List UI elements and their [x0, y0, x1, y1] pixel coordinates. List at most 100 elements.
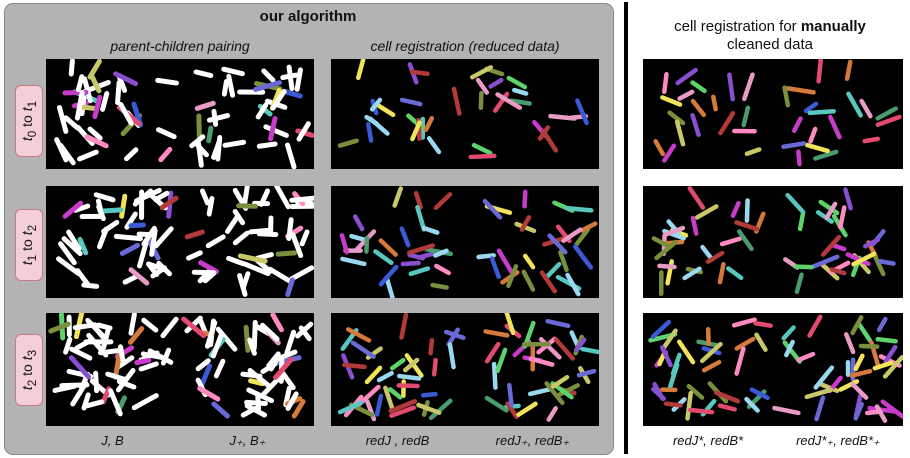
cell-mark — [206, 125, 214, 144]
cell-mark — [846, 91, 863, 118]
cell-mark — [184, 229, 205, 240]
cell-mark — [134, 187, 162, 204]
cell-mark — [580, 346, 599, 355]
microscopy-image-r2-c0 — [46, 313, 314, 426]
cell-mark — [232, 208, 246, 226]
cell-mark — [651, 236, 670, 248]
cell-mark — [423, 116, 435, 132]
cell-mark — [561, 227, 583, 243]
cell-mark — [158, 146, 173, 163]
cell-mark — [718, 110, 736, 136]
cell-mark — [862, 237, 881, 249]
cell-mark — [248, 378, 266, 387]
cell-mark — [253, 80, 282, 92]
cell-mark — [844, 59, 853, 81]
cell-mark — [118, 101, 134, 126]
cell-mark — [226, 73, 236, 98]
cell-mark — [784, 339, 795, 358]
cell-mark — [785, 192, 805, 214]
cell-mark — [248, 227, 273, 235]
cell-mark — [690, 80, 707, 94]
cell-mark — [377, 103, 396, 118]
cell-mark — [543, 262, 562, 280]
cell-mark — [700, 341, 723, 364]
cell-mark — [829, 242, 847, 252]
cell-mark — [719, 236, 742, 247]
cell-mark — [416, 251, 436, 260]
cell-mark — [415, 205, 427, 232]
cell-mark — [194, 100, 216, 111]
cell-mark — [241, 186, 250, 208]
cell-mark — [72, 322, 98, 331]
cell-mark — [737, 229, 754, 252]
cell-mark — [131, 393, 159, 411]
cell-mark — [853, 353, 865, 372]
cell-mark — [653, 139, 666, 157]
caption-j-b: J, B — [101, 433, 124, 448]
cell-mark — [258, 188, 271, 207]
cell-mark — [484, 395, 509, 413]
cell-mark — [574, 337, 587, 353]
cell-mark — [491, 361, 498, 390]
cell-mark — [100, 91, 110, 112]
cell-mark — [55, 256, 81, 276]
cell-mark — [506, 264, 519, 289]
cell-mark — [421, 225, 440, 235]
cell-mark — [426, 136, 442, 155]
cell-mark — [81, 392, 91, 411]
cell-mark — [544, 381, 565, 406]
cell-mark — [431, 357, 438, 377]
cell-mark — [240, 406, 258, 418]
cell-mark — [434, 263, 452, 276]
microscopy-image-r2-c2 — [643, 313, 903, 426]
cell-mark — [553, 337, 576, 361]
cell-mark — [882, 355, 903, 379]
cell-mark — [289, 195, 314, 203]
cell-mark — [337, 400, 364, 415]
cell-mark — [717, 403, 737, 412]
cell-mark — [399, 313, 409, 340]
cell-mark — [369, 97, 383, 112]
cell-mark — [843, 187, 853, 211]
cell-mark — [193, 69, 214, 79]
cell-mark — [339, 233, 350, 255]
cell-mark — [189, 134, 206, 149]
cell-mark — [410, 120, 422, 142]
microscopy-image-r1-c1 — [331, 186, 599, 298]
cell-mark — [650, 319, 672, 339]
cell-mark — [468, 153, 497, 160]
cell-mark — [711, 94, 718, 112]
cell-mark — [156, 260, 172, 277]
cell-mark — [124, 147, 139, 162]
cell-mark — [409, 69, 430, 77]
cell-mark — [58, 241, 77, 266]
cell-mark — [862, 136, 881, 144]
cell-mark — [97, 207, 124, 214]
cell-mark — [816, 59, 824, 84]
cell-mark — [539, 270, 558, 294]
cell-mark — [87, 59, 102, 80]
cell-mark — [195, 140, 204, 168]
cell-mark — [726, 266, 744, 281]
cell-mark — [408, 266, 431, 277]
cell-mark — [475, 77, 490, 95]
cell-mark — [416, 402, 442, 415]
cell-mark — [205, 234, 226, 249]
cell-mark — [807, 314, 823, 338]
caption-redj-star: redJ*, redB* — [672, 433, 744, 448]
cell-mark — [873, 255, 886, 277]
cell-mark — [399, 226, 411, 248]
right-title-bold: manually — [800, 18, 866, 35]
cell-mark — [96, 204, 106, 222]
cell-mark — [374, 393, 384, 417]
cell-mark — [113, 233, 143, 242]
cell-mark — [213, 358, 226, 379]
cell-mark — [296, 121, 311, 142]
cell-mark — [829, 267, 847, 276]
cell-mark — [875, 114, 902, 127]
cell-mark — [73, 203, 91, 213]
cell-mark — [58, 142, 76, 166]
cell-mark — [850, 382, 869, 400]
cell-mark — [803, 101, 819, 114]
cell-mark — [734, 336, 756, 351]
